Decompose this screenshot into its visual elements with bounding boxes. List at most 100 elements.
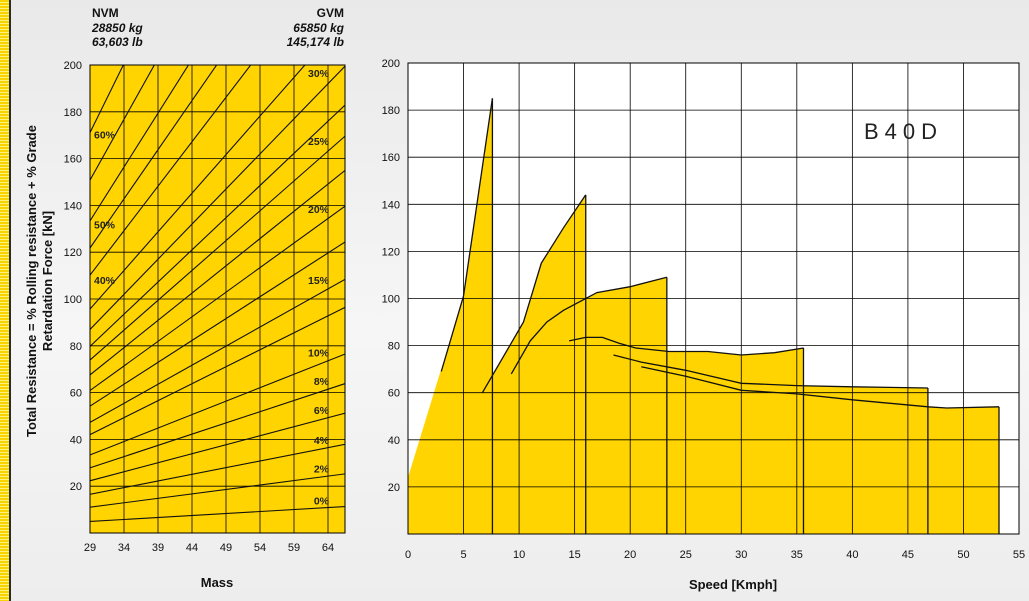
force-curve — [510, 276, 667, 375]
model-label: B40D — [864, 119, 943, 144]
grade-line — [90, 65, 190, 222]
left-y-tick-label: 20 — [70, 481, 82, 493]
gear-fill-area — [482, 194, 586, 534]
right-x-tick-label: 50 — [957, 549, 969, 561]
left-x-tick-label: 44 — [186, 542, 198, 554]
grade-label: 8% — [314, 376, 330, 388]
right-y-tick-label: 20 — [388, 482, 400, 494]
left-edge-line — [9, 0, 11, 601]
gear-fills — [408, 98, 999, 534]
left-y-tick-label: 140 — [64, 200, 82, 212]
right-x-tick-label: 25 — [680, 549, 692, 561]
grade-line — [90, 205, 345, 392]
right-y-tick-label: 160 — [382, 152, 400, 164]
grade-label: 50% — [94, 219, 116, 231]
retardation-chart: 0 5 10 15 20 25 30 35 40 45 50 55 20 40 60 80 100 120 140 1… — [382, 58, 1025, 561]
left-y-tick-label: 180 — [64, 107, 82, 119]
left-x-tick-label: 29 — [84, 542, 96, 554]
right-y-tick-label: 200 — [382, 58, 400, 70]
grade-label: 6% — [314, 405, 330, 417]
right-x-tick-label: 15 — [569, 549, 581, 561]
grade-line — [90, 65, 155, 182]
right-y-tick-label: 100 — [382, 294, 400, 306]
grade-line — [90, 135, 345, 361]
grade-label: 15% — [308, 275, 330, 287]
right-y-tick-label: 180 — [382, 105, 400, 117]
right-y-tick-label: 140 — [382, 199, 400, 211]
right-x-tick-label: 30 — [735, 549, 747, 561]
gear-fill-area — [408, 98, 493, 534]
left-y-tick-label: 60 — [70, 388, 82, 400]
left-x-axis-title: Mass — [201, 575, 234, 590]
grade-label: 20% — [308, 204, 330, 216]
grade-line — [90, 278, 345, 424]
grade-line — [90, 65, 218, 249]
left-plot-border — [89, 64, 346, 534]
grade-line — [90, 383, 345, 469]
force-curves — [440, 98, 1000, 534]
left-x-tick-label: 54 — [254, 542, 266, 554]
left-y-axis-title-line1: Total Resistance = % Rolling resistance … — [24, 125, 39, 437]
grade-line — [90, 306, 345, 436]
grade-line — [90, 505, 345, 523]
right-y-tick-label: 120 — [382, 246, 400, 258]
resistance-chart: 29 34 39 44 49 54 59 64 20 40 60 80 100 120 140 160 180 2… — [64, 60, 346, 554]
grade-label: 25% — [308, 136, 330, 148]
right-x-tick-label: 10 — [513, 549, 525, 561]
force-curve — [481, 194, 587, 394]
left-y-tick-label: 200 — [64, 60, 82, 72]
grade-line — [90, 65, 345, 331]
grade-line — [90, 169, 345, 376]
grade-line — [90, 104, 345, 348]
left-y-tick-label: 40 — [70, 434, 82, 446]
grade-label: 0% — [314, 495, 330, 507]
left-edge-stripe — [0, 0, 9, 601]
left-y-tick-label: 100 — [64, 294, 82, 306]
grade-line — [90, 443, 345, 495]
left-x-tick-label: 34 — [118, 542, 130, 554]
right-x-tick-label: 0 — [405, 549, 411, 561]
grade-label: 40% — [94, 275, 116, 287]
grade-line — [90, 353, 345, 456]
right-x-tick-label: 45 — [902, 549, 914, 561]
grade-lines — [90, 65, 345, 523]
force-curve — [440, 98, 494, 372]
gear-fill-area — [852, 399, 999, 534]
left-y-axis-title-line2: Retardation Force [kN] — [40, 211, 55, 351]
left-x-tick-label: 64 — [322, 542, 334, 554]
nvm-title: NVM — [92, 6, 119, 20]
force-curve — [613, 354, 928, 389]
left-y-tick-label: 120 — [64, 247, 82, 259]
gvm-title: GVM — [317, 6, 344, 20]
nvm-lb: 63,603 lb — [92, 35, 143, 49]
right-plot-border — [407, 62, 1020, 535]
right-y-tick-label: 60 — [388, 388, 400, 400]
grade-line — [90, 65, 252, 277]
grade-label: 2% — [314, 464, 330, 476]
left-x-tick-label: 39 — [152, 542, 164, 554]
grade-label: 10% — [308, 347, 330, 359]
right-x-tick-label: 55 — [1013, 549, 1025, 561]
grade-line — [90, 65, 124, 134]
force-curve — [568, 336, 804, 356]
grade-line — [90, 412, 345, 482]
left-y-tick-label: 80 — [70, 341, 82, 353]
gvm-kg: 65850 kg — [293, 21, 344, 35]
grade-line — [90, 65, 306, 310]
grade-label: 60% — [94, 129, 116, 141]
right-x-tick-label: 40 — [846, 549, 858, 561]
right-y-tick-label: 80 — [388, 341, 400, 353]
right-x-tick-label: 35 — [791, 549, 803, 561]
gvm-lb: 145,174 lb — [287, 35, 344, 49]
right-x-tick-label: 20 — [624, 549, 636, 561]
right-y-tick-label: 40 — [388, 435, 400, 447]
grade-line — [90, 473, 345, 508]
right-x-tick-label: 5 — [460, 549, 466, 561]
left-y-tick-label: 160 — [64, 154, 82, 166]
nvm-kg: 28850 kg — [91, 21, 143, 35]
grade-label: 4% — [314, 435, 330, 447]
left-x-tick-label: 59 — [288, 542, 300, 554]
left-x-tick-label: 49 — [220, 542, 232, 554]
grade-line — [90, 241, 345, 407]
